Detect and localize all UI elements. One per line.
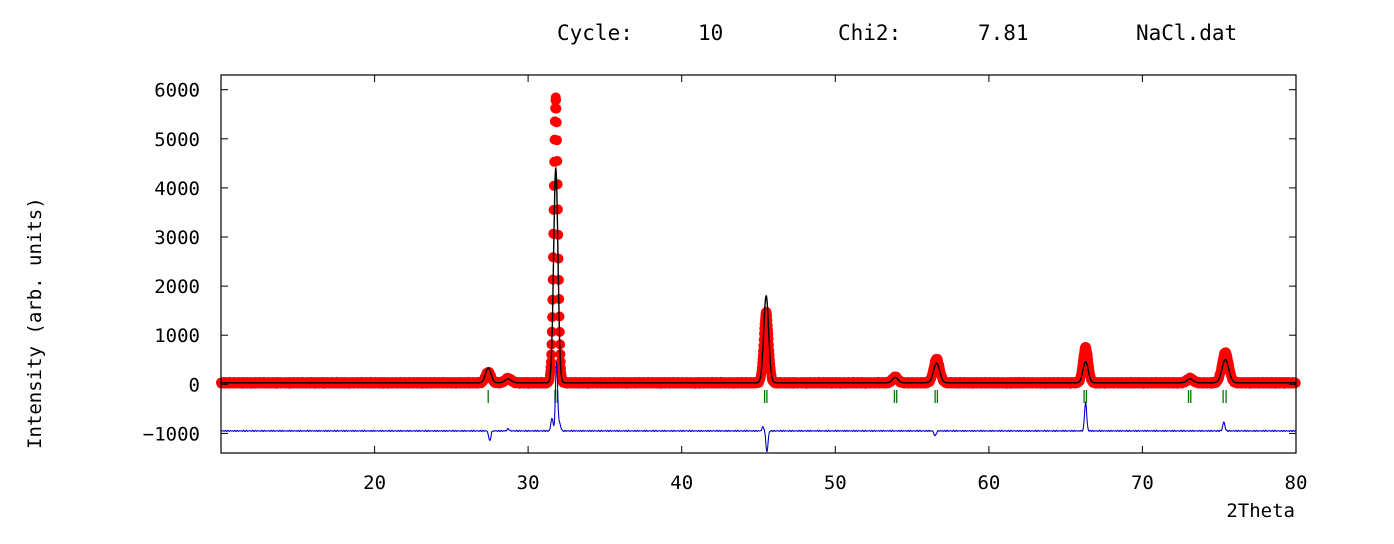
y-tick-label: 6000 (154, 80, 200, 102)
plot-area (216, 92, 1301, 453)
observed-point (551, 117, 562, 128)
cycle-label: Cycle: (557, 21, 633, 45)
y-tick-label: 2000 (154, 276, 200, 298)
x-tick-label: 80 (1285, 472, 1308, 494)
x-tick-label: 60 (977, 472, 1000, 494)
observed-point (552, 179, 563, 190)
x-axis-title: 2Theta (1226, 500, 1295, 522)
chi2-value: 7.81 (978, 21, 1029, 45)
y-tick-label: 5000 (154, 129, 200, 151)
y-axis-title: Intensity (arb. units) (24, 197, 46, 449)
x-tick-label: 20 (363, 472, 386, 494)
chi2-label: Chi2: (838, 21, 901, 45)
filename-label: NaCl.dat (1136, 21, 1237, 45)
observed-series (216, 92, 1301, 389)
y-tick-label: 3000 (154, 227, 200, 249)
y-axis: −1000 0 1000 2000 3000 4000 5000 6000 (143, 80, 1296, 445)
cycle-value: 10 (698, 21, 723, 45)
observed-point (552, 156, 563, 166)
observed-point (551, 103, 562, 114)
y-tick-label: 4000 (154, 178, 200, 200)
y-tick-label: −1000 (143, 423, 200, 445)
plot-frame (220, 74, 1297, 454)
x-tick-label: 30 (517, 472, 540, 494)
x-tick-label: 50 (824, 472, 847, 494)
observed-point (552, 135, 562, 146)
y-tick-label: 1000 (154, 325, 200, 347)
x-tick-label: 40 (670, 472, 693, 494)
x-tick-label: 70 (1131, 472, 1154, 494)
bragg-positions (487, 390, 1227, 403)
y-tick-label: 0 (189, 374, 200, 396)
observed-point (551, 95, 562, 105)
